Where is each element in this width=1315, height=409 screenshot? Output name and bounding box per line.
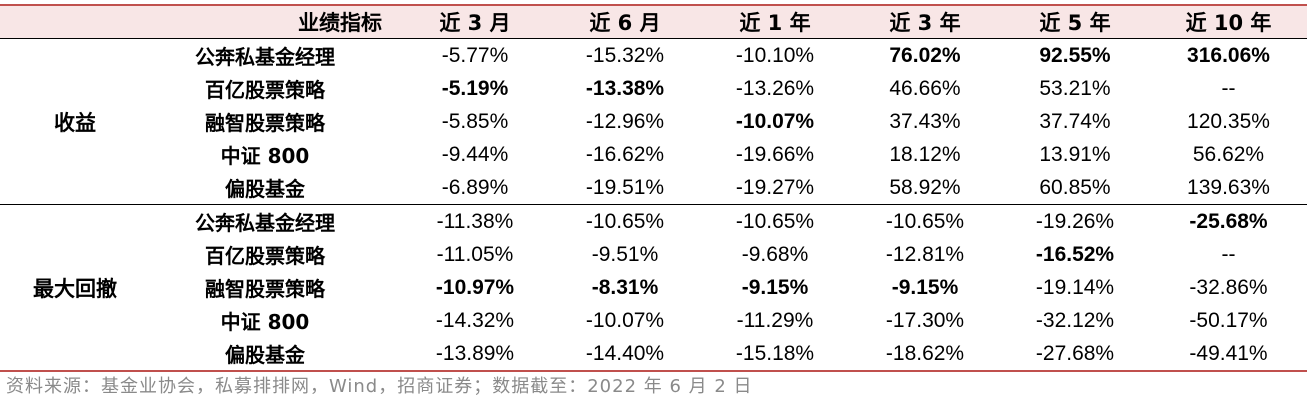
- row-category: 中证 800: [220, 144, 310, 168]
- row-category: 百亿股票策略: [205, 78, 325, 102]
- value-cell: -10.65%: [850, 204, 1000, 238]
- table-row: 偏股基金 -6.89% -19.51% -19.27% 58.92% 60.85% 139.…: [0, 171, 1307, 205]
- value-cell: -15.18%: [700, 337, 850, 372]
- value-cell: -14.32%: [435, 308, 515, 332]
- value-cell: -25.68%: [1150, 204, 1307, 238]
- value-cell: 13.91%: [1039, 142, 1111, 166]
- value-cell: --: [1221, 242, 1236, 266]
- table-row: 百亿股票策略 -5.19% -13.38% -13.26% 46.66% 53.21% --: [0, 72, 1307, 105]
- value-cell: -9.44%: [441, 142, 509, 166]
- table-row: 百亿股票策略 -11.05% -9.51% -9.68% -12.81% -16.52% -…: [0, 238, 1307, 271]
- value-cell: --: [1221, 76, 1236, 100]
- value-cell: 53.21%: [1039, 76, 1111, 100]
- table-body: 收益 公奔私基金经理 -5.77% -15.32% -10.10% 76.02% 92.55…: [0, 39, 1307, 372]
- value-cell: -10.07%: [735, 109, 815, 133]
- value-cell: -5.19%: [441, 76, 509, 100]
- value-cell: -11.38%: [400, 204, 550, 238]
- value-cell: -27.68%: [1000, 337, 1150, 372]
- group-label: 收益: [54, 110, 96, 135]
- value-cell: -49.41%: [1150, 337, 1307, 372]
- row-category: 百亿股票策略: [205, 244, 325, 268]
- table-row: 融智股票策略 -10.97% -8.31% -9.15% -9.15% -19.14% -3…: [0, 271, 1307, 304]
- header-metric: 业绩指标: [0, 4, 400, 39]
- value-cell: -32.12%: [1035, 308, 1115, 332]
- table-row: 中证 800 -9.44% -16.62% -19.66% 18.12% 13.91% 56…: [0, 138, 1307, 171]
- header-period-5y: 近 5 年: [1000, 4, 1150, 39]
- value-cell: -15.32%: [585, 43, 665, 67]
- header-period-1y: 近 1 年: [700, 4, 850, 39]
- value-cell: -10.65%: [700, 204, 850, 238]
- value-cell: -6.89%: [441, 175, 509, 199]
- row-category: 公奔私基金经理: [195, 45, 335, 69]
- row-category: 偏股基金: [225, 177, 305, 201]
- value-cell: -5.77%: [441, 43, 509, 67]
- value-cell: -10.97%: [435, 275, 515, 299]
- value-cell: -9.15%: [891, 275, 959, 299]
- value-cell: 60.85%: [1039, 175, 1111, 199]
- value-cell: -13.89%: [400, 337, 550, 372]
- value-cell: 37.43%: [889, 109, 961, 133]
- value-cell: -9.51%: [591, 242, 659, 266]
- header-period-6m: 近 6 月: [550, 4, 700, 39]
- group-label: 最大回撤: [0, 204, 150, 372]
- value-cell: -13.38%: [585, 76, 665, 100]
- value-cell: 316.06%: [1187, 43, 1270, 67]
- value-cell: -32.86%: [1189, 275, 1268, 299]
- value-cell: -16.62%: [585, 142, 665, 166]
- table-row: 收益 公奔私基金经理 -5.77% -15.32% -10.10% 76.02% 92.55…: [0, 39, 1307, 135]
- source-note: 资料来源：基金业协会，私募排排网，Wind，招商证券；数据截至：2022 年 6…: [6, 376, 753, 397]
- value-cell: -50.17%: [1189, 308, 1268, 332]
- table-row: 融智股票策略 -5.85% -12.96% -10.07% 37.43% 37.74% 12…: [0, 105, 1307, 138]
- value-cell: 139.63%: [1187, 175, 1270, 199]
- value-cell: -12.81%: [885, 242, 965, 266]
- header-period-10y: 近 10 年: [1150, 4, 1307, 39]
- value-cell: -16.52%: [1035, 242, 1115, 266]
- value-cell: -8.31%: [591, 275, 659, 299]
- value-cell: 76.02%: [889, 43, 961, 67]
- value-cell: -13.26%: [735, 76, 815, 100]
- value-cell: -19.14%: [1035, 275, 1115, 299]
- row-category: 公奔私基金经理: [150, 204, 400, 238]
- row-category: 偏股基金: [150, 337, 400, 372]
- value-cell: -11.05%: [436, 242, 514, 266]
- table-header-row: 业绩指标 近 3 月 近 6 月 近 1 年 近 3 年 近 5 年 近 10 …: [0, 4, 1307, 39]
- row-category: 中证 800: [220, 310, 310, 334]
- table-row: 最大回撤 公奔私基金经理 -11.38% -10.65% -10.65% -10.65% -…: [0, 204, 1307, 372]
- value-cell: 92.55%: [1039, 43, 1111, 67]
- row-category: 融智股票策略: [205, 277, 325, 301]
- header-period-3m: 近 3 月: [400, 4, 550, 39]
- value-cell: -9.15%: [741, 275, 809, 299]
- value-cell: 120.35%: [1187, 109, 1270, 133]
- value-cell: 37.74%: [1039, 109, 1111, 133]
- value-cell: -10.65%: [550, 204, 700, 238]
- value-cell: -5.85%: [441, 109, 509, 133]
- value-cell: 46.66%: [889, 76, 961, 100]
- value-cell: -12.96%: [585, 109, 665, 133]
- value-cell: -10.10%: [735, 43, 815, 67]
- value-cell: -19.66%: [735, 142, 815, 166]
- value-cell: -19.27%: [735, 175, 815, 199]
- value-cell: -18.62%: [850, 337, 1000, 372]
- value-cell: -10.07%: [585, 308, 665, 332]
- performance-table-container: 业绩指标 近 3 月 近 6 月 近 1 年 近 3 年 近 5 年 近 10 …: [0, 4, 1307, 372]
- header-period-3y: 近 3 年: [850, 4, 1000, 39]
- value-cell: -9.68%: [741, 242, 809, 266]
- value-cell: 58.92%: [889, 175, 961, 199]
- value-cell: 56.62%: [1192, 142, 1265, 166]
- value-cell: 18.12%: [889, 142, 961, 166]
- table-row: 中证 800 -14.32% -10.07% -11.29% -17.30% -32.12…: [0, 304, 1307, 337]
- value-cell: -11.29%: [736, 308, 814, 332]
- value-cell: -19.51%: [585, 175, 665, 199]
- performance-table: 业绩指标 近 3 月 近 6 月 近 1 年 近 3 年 近 5 年 近 10 …: [0, 4, 1307, 372]
- value-cell: -14.40%: [550, 337, 700, 372]
- row-category: 融智股票策略: [205, 111, 325, 135]
- table-row: 偏股基金 -13.89% -14.40% -15.18% -18.62% -27.68% -…: [0, 337, 1307, 372]
- value-cell: -17.30%: [885, 308, 965, 332]
- value-cell: -19.26%: [1000, 204, 1150, 238]
